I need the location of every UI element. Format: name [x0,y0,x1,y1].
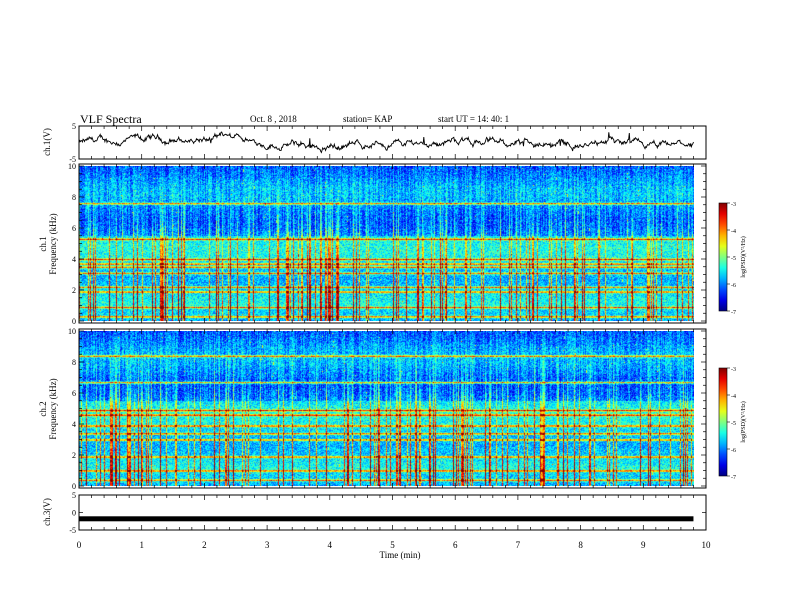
ch1-spectrogram-ylabel: Frequency (kHz) [48,213,58,274]
figure-header: VLF Spectra Oct. 8 , 2018 station= KAP s… [80,112,509,126]
amplitude-tick-label: -5 [69,155,76,164]
ch2-spectrogram-heatmap [79,331,694,486]
start-time-label: start UT = 14: 40: 1 [438,114,509,124]
colorbar-tick-label: -5 [731,421,736,427]
station-label: station= KAP [343,114,392,124]
colorbar-label: log(PSD)(V²/Hz) [740,236,747,277]
ch3-waveform-frame [78,494,707,531]
time-tick-label: 8 [578,540,583,550]
frequency-tick-label: 10 [68,327,76,336]
frequency-tick-label: 0 [72,317,76,326]
frequency-tick-label: 8 [72,358,76,367]
ch1-spectrogram-panel: ch.1 Frequency (kHz) 0 2 4 6 8 10 -3 -4 -5 -6 -7 l… [38,162,747,326]
frequency-tick-label: 4 [72,420,76,429]
ch1-waveform-panel: ch.1(V) 5 -5 [42,122,707,164]
ch2-colorbar: -3 -4 -5 -6 -7 log(PSD)(V²/Hz) [718,367,747,481]
amplitude-tick-label: 5 [72,122,76,131]
ch1-spectrogram-channel-label: ch.1 [38,236,48,251]
ch2-spectrogram-panel: ch.2 Frequency (kHz) 0 2 4 6 8 10 -3 -4 -5 -6 -7 l… [38,327,747,491]
ch2-spectrogram-channel-label: ch.2 [38,401,48,416]
ch2-spectrogram-frame [78,328,707,489]
date-label: Oct. 8 , 2018 [250,114,297,124]
colorbar-tick-label: -7 [731,310,736,316]
figure-title: VLF Spectra [80,112,142,126]
ch1-colorbar: -3 -4 -5 -6 -7 log(PSD)(V²/Hz) [718,202,747,316]
frequency-tick-label: 4 [72,255,76,264]
time-tick-label: 5 [390,540,395,550]
colorbar-tick-label: -6 [731,283,736,289]
colorbar-label: log(PSD)(V²/Hz) [740,401,747,442]
ch3-waveform-panel: ch.3(V) 5 0 -5 [42,491,707,535]
time-tick-label: 6 [453,540,458,550]
time-tick-label: 3 [265,540,270,550]
ch1-waveform-ylabel: ch.1(V) [42,128,52,156]
amplitude-tick-label: 5 [72,491,76,500]
ch1-spectrogram-frame [78,163,707,324]
frequency-tick-label: 8 [72,193,76,202]
colorbar-tick-label: -3 [731,202,736,208]
frequency-tick-label: 10 [68,162,76,171]
frequency-tick-label: 0 [72,482,76,491]
colorbar-tick-label: -6 [731,448,736,454]
ch2-spectrogram-ylabel: Frequency (kHz) [48,378,58,439]
time-tick-label: 1 [139,540,144,550]
frequency-tick-label: 2 [72,286,76,295]
colorbar-tick-label: -3 [731,367,736,373]
ch1-waveform-frame [78,125,707,160]
colorbar-gradient [718,202,728,312]
colorbar-tick-label: -4 [731,394,736,400]
ch1-waveform-line [78,131,694,154]
colorbar-tick-label: -7 [731,475,736,481]
time-tick-label: 4 [328,540,333,550]
frequency-tick-label: 2 [72,451,76,460]
time-tick-label: 0 [77,540,82,550]
time-tick-label: 10 [702,540,712,550]
frequency-tick-label: 6 [72,224,76,233]
amplitude-tick-label: -5 [69,526,76,535]
time-axis: 0 1 2 3 4 5 6 7 8 9 10 [77,540,711,550]
colorbar-tick-label: -5 [731,256,736,262]
amplitude-tick-label: 0 [72,509,76,518]
ch3-waveform-ylabel: ch.3(V) [42,498,52,526]
ch1-spectrogram-heatmap [79,166,694,321]
time-axis-label: Time (min) [380,550,421,560]
frequency-tick-label: 6 [72,389,76,398]
time-tick-label: 7 [516,540,521,550]
colorbar-tick-label: -4 [731,229,736,235]
time-tick-label: 2 [202,540,207,550]
time-tick-label: 9 [641,540,646,550]
colorbar-gradient [718,367,728,477]
ch3-waveform-line [79,516,694,522]
